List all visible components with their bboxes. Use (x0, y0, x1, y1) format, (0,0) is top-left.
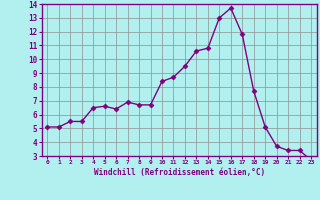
X-axis label: Windchill (Refroidissement éolien,°C): Windchill (Refroidissement éolien,°C) (94, 168, 265, 177)
